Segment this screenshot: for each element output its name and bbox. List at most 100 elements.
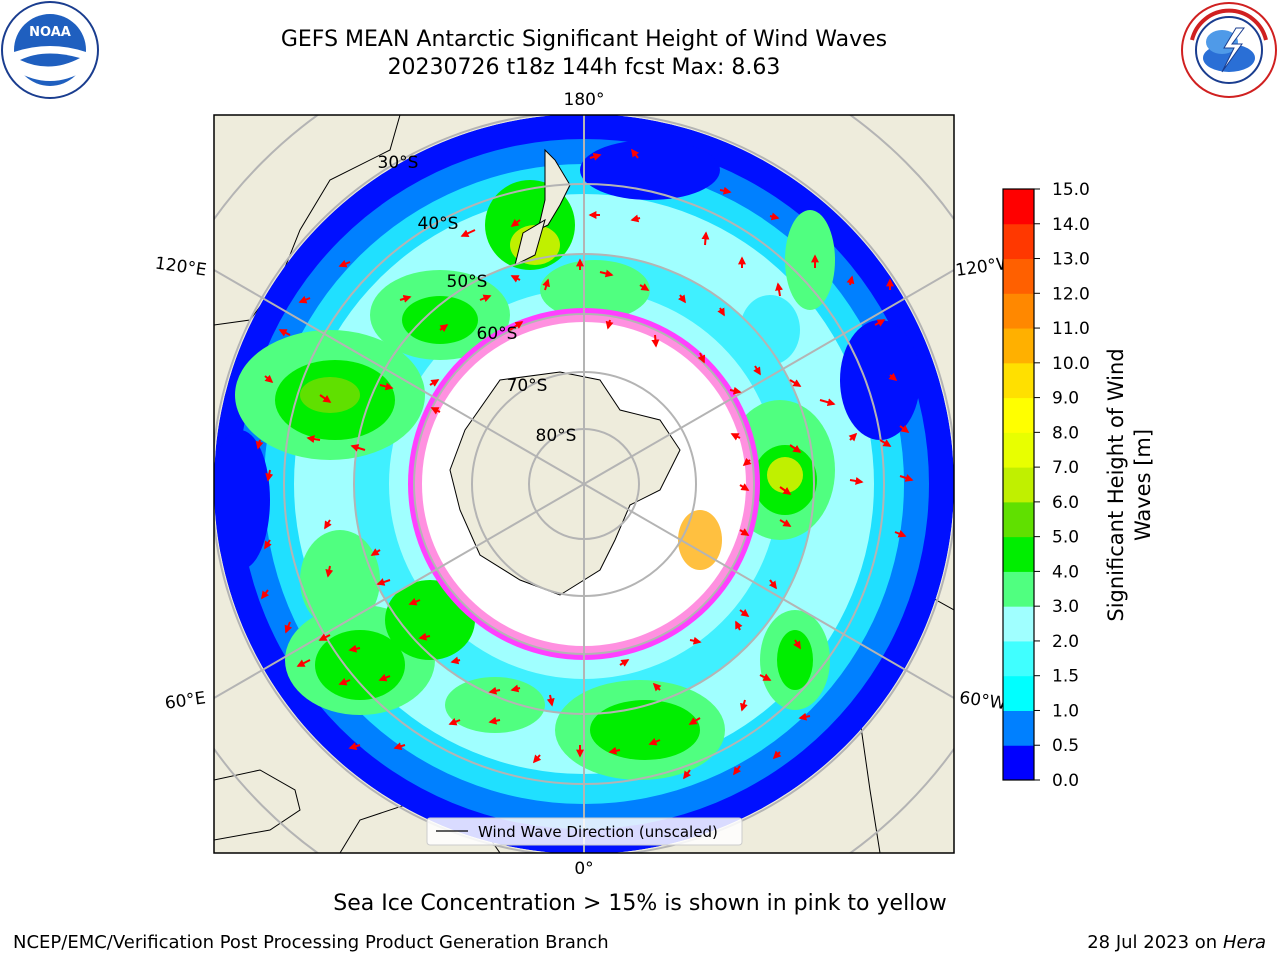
wind-arrow	[683, 769, 692, 780]
colorbar-tick-label: 6.0	[1052, 493, 1079, 513]
map-frame	[213, 114, 955, 854]
colorbar-segment	[1003, 675, 1034, 711]
colorbar-segment	[1003, 606, 1034, 642]
wind-arrow	[775, 282, 783, 297]
wind-arrow	[759, 673, 772, 681]
colorbar-segment	[1003, 432, 1034, 468]
lat-label-70s: 70°S	[507, 376, 548, 396]
wind-arrow	[448, 717, 461, 726]
wind-arrow	[264, 374, 274, 384]
wind-arrow	[779, 486, 792, 495]
colorbar-segment	[1003, 223, 1034, 260]
wind-arrow	[848, 432, 858, 442]
wind-arrow	[768, 579, 777, 590]
wind-arrow	[678, 294, 686, 304]
colorbar-segment	[1003, 745, 1034, 781]
wind-arrow	[619, 659, 630, 667]
wind-arrow	[740, 699, 748, 712]
colorbar-tick-label: 5.0	[1052, 528, 1079, 548]
wind-arrow	[589, 153, 602, 161]
colorbar-tick-label: 4.0	[1052, 562, 1079, 582]
wind-arrow	[846, 275, 855, 286]
wind-arrow	[348, 742, 361, 750]
colorbar-segment	[1003, 362, 1034, 399]
wind-arrow	[769, 212, 780, 221]
wind-arrow	[630, 214, 641, 223]
colorbar-segment	[1003, 501, 1034, 538]
colorbar-tick-label: 1.5	[1052, 667, 1079, 687]
wind-arrow	[697, 352, 706, 364]
lon-label-0: 0°	[574, 859, 593, 879]
wind-arrow	[255, 439, 264, 450]
colorbar-tick-label: 2.0	[1052, 632, 1079, 652]
chart-title: GEFS MEAN Antarctic Significant Height o…	[280, 27, 888, 52]
colorbar-tick-label: 3.0	[1052, 597, 1079, 617]
colorbar-tick-label: 12.0	[1052, 284, 1090, 304]
wind-arrow	[430, 407, 441, 415]
footer-date-text: 28 Jul 2023 on	[1087, 932, 1218, 953]
wind-arrow	[798, 712, 811, 721]
wind-arrow	[296, 659, 311, 667]
wind-arrow	[510, 684, 521, 693]
wind-arrow	[651, 334, 660, 348]
colorbar	[1003, 189, 1034, 781]
wind-arrow	[717, 307, 725, 317]
wind-arrow	[542, 278, 550, 291]
wind-arrow	[324, 519, 332, 530]
wind-arrow	[450, 656, 461, 665]
colorbar-segment	[1003, 640, 1034, 677]
lat-label-60s: 60°S	[477, 324, 518, 344]
wind-arrow	[772, 750, 782, 760]
lat-label-50s: 50°S	[447, 272, 488, 292]
wind-arrow	[319, 394, 332, 403]
map-area	[214, 115, 954, 853]
wind-arrow	[261, 589, 270, 600]
wind-arrow	[789, 444, 802, 453]
wind-arrow	[652, 682, 662, 692]
wind-arrow	[701, 231, 710, 246]
colorbar-label-line2: Waves [m]	[1131, 429, 1155, 541]
colorbar-segment	[1003, 328, 1034, 364]
wind-arrows	[255, 148, 914, 780]
lon-label-180: 180°	[564, 90, 605, 110]
wind-arrow	[546, 694, 555, 707]
wind-arrow	[306, 435, 321, 443]
colorbar-tick-label: 11.0	[1052, 319, 1090, 339]
wind-arrow	[265, 469, 274, 482]
wind-arrow	[418, 632, 431, 641]
wind-arrow	[338, 259, 351, 268]
colorbar-segment	[1003, 258, 1034, 294]
colorbar-tick-label: 13.0	[1052, 250, 1090, 270]
sea-ice-note: Sea Ice Concentration > 15% is shown in …	[333, 891, 947, 916]
map-legend: Wind Wave Direction (unscaled)	[426, 817, 743, 846]
colorbar-label-line1: Significant Height of Wind	[1104, 348, 1128, 621]
wind-arrow	[789, 379, 802, 387]
wind-arrow	[318, 633, 331, 641]
wind-arrow	[532, 754, 542, 764]
wind-arrow	[648, 737, 661, 746]
wind-arrow	[278, 329, 291, 337]
wind-arrow	[605, 319, 614, 330]
colorbar-tick-label: 0.5	[1052, 736, 1079, 756]
lat-label-30s: 30°S	[378, 153, 419, 173]
wind-arrow	[510, 275, 521, 283]
wind-arrow	[325, 565, 334, 578]
colorbar-frame	[1002, 188, 1035, 781]
wind-arrow	[509, 321, 524, 331]
colorbar-segment	[1003, 397, 1034, 433]
wind-arrow	[899, 474, 914, 482]
wind-arrow	[599, 269, 614, 278]
colorbar-segment	[1003, 467, 1034, 503]
lon-label-120e: 120°E	[154, 254, 208, 281]
nws-logo	[1181, 2, 1277, 98]
colorbar-tick-label: 10.0	[1052, 354, 1090, 374]
colorbar-segment	[1003, 293, 1034, 329]
noaa-logo-text: NOAA	[29, 25, 71, 40]
wind-arrow	[719, 186, 732, 195]
wind-arrow	[399, 295, 412, 303]
wind-arrow	[439, 324, 449, 332]
colorbar-tick-label: 9.0	[1052, 389, 1079, 409]
lon-label-60e: 60°E	[164, 688, 207, 713]
wind-arrow	[874, 319, 886, 327]
